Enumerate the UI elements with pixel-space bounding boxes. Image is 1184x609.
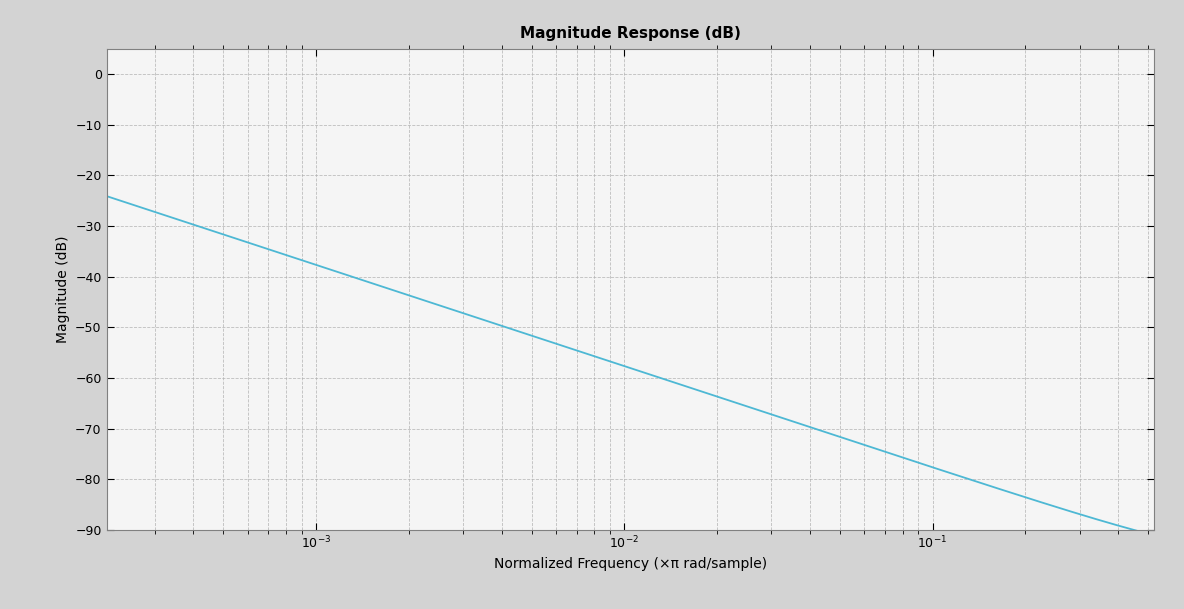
X-axis label: Normalized Frequency (×π rad/sample): Normalized Frequency (×π rad/sample) [494,557,767,571]
Y-axis label: Magnitude (dB): Magnitude (dB) [56,236,70,343]
Title: Magnitude Response (dB): Magnitude Response (dB) [520,26,741,41]
